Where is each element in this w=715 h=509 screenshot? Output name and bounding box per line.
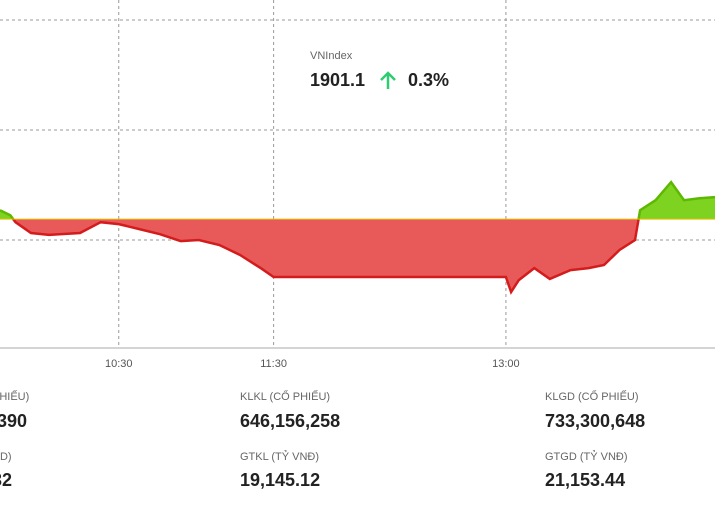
line-above [0,180,715,220]
up-arrow [380,71,396,89]
x-tick-label: 13:00 [492,358,520,370]
stat-label: PHIẾU) [0,390,29,403]
stat-value: 32 [0,470,12,490]
stat-value: 21,153.44 [545,470,625,490]
x-tick-label: 11:30 [260,358,287,370]
stat-value: 19,145.12 [240,470,320,490]
stat-label: KLGD (CỔ PHIẾU) [545,390,639,403]
x-tick-label: 10:30 [105,358,133,370]
stat-label: GTGD (TỶ VNĐ) [545,450,628,463]
line-below [11,219,640,295]
chart-title: VNIndex [310,50,353,62]
stat-label: GTKL (TỶ VNĐ) [240,450,319,463]
stat-value: 733,300,648 [545,411,645,431]
change: 0.3% [408,70,449,90]
area-below [13,219,639,292]
stat-value: ,390 [0,411,27,431]
stat-label: ND) [0,451,12,463]
index-value: 1901.1 [310,70,365,90]
stat-label: KLKL (CỔ PHIẾU) [240,390,330,403]
area-above [0,182,715,220]
stat-value: 646,156,258 [240,411,340,431]
